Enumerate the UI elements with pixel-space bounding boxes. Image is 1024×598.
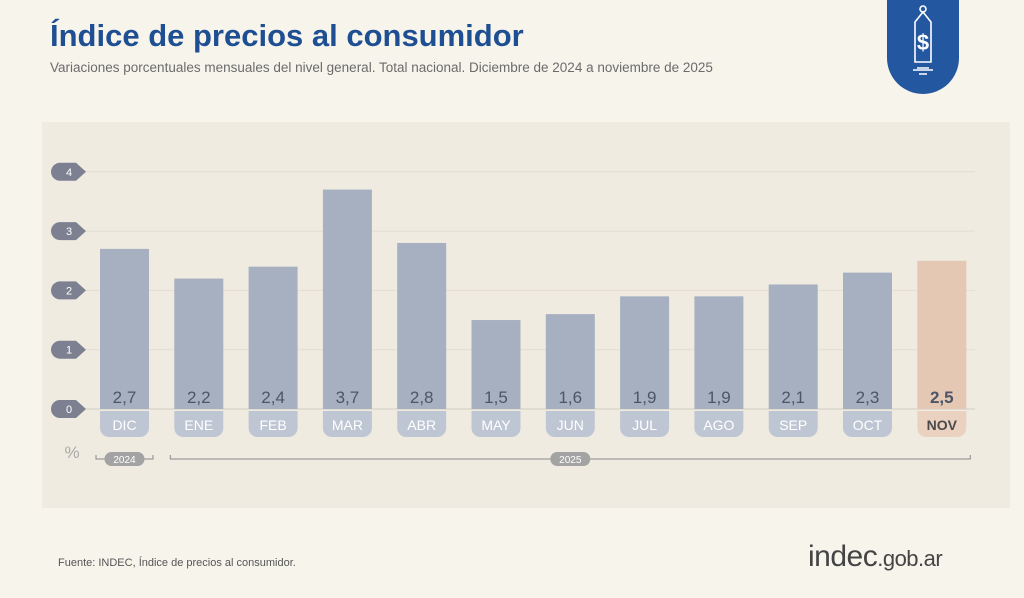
logo-suffix: .gob.ar <box>877 546 943 571</box>
month-pill <box>545 411 595 437</box>
value-label: 1,6 <box>558 388 582 407</box>
month-label: ABR <box>407 417 436 433</box>
bar-ago <box>694 296 744 409</box>
year-label: 2025 <box>559 455 582 466</box>
month-label: JUL <box>632 417 657 433</box>
logo-main: indec <box>808 540 878 573</box>
value-label: 2,8 <box>410 388 434 407</box>
y-tick-marker <box>51 340 86 359</box>
value-label: 2,1 <box>781 388 805 407</box>
price-tag-badge: $ <box>887 0 959 94</box>
bar-feb <box>248 266 298 409</box>
month-pill <box>768 411 818 437</box>
value-label: 2,3 <box>856 388 880 407</box>
month-pill <box>471 411 521 437</box>
bar-may <box>471 320 521 409</box>
month-label: SEP <box>779 417 807 433</box>
value-label: 2,5 <box>930 388 954 407</box>
month-pill <box>397 411 447 437</box>
month-pill <box>322 411 372 437</box>
month-label: FEB <box>259 417 286 433</box>
year-pill <box>550 452 591 466</box>
value-label: 2,4 <box>261 388 285 407</box>
bar-oct <box>843 272 892 409</box>
month-label: OCT <box>853 417 883 433</box>
bar-sep <box>768 284 818 409</box>
y-tick-label: 2 <box>66 285 72 297</box>
y-tick-label: 1 <box>66 345 72 357</box>
month-label: AGO <box>703 417 734 433</box>
month-label: MAR <box>332 417 363 433</box>
source-note: Fuente: INDEC, Índice de precios al cons… <box>58 557 296 569</box>
bar-dic <box>100 248 149 409</box>
bar-mar <box>322 189 372 409</box>
y-tick-label: 3 <box>66 226 72 238</box>
year-label: 2024 <box>113 455 136 466</box>
value-label: 3,7 <box>336 388 360 407</box>
month-label: NOV <box>927 417 958 433</box>
svg-text:$: $ <box>917 30 929 55</box>
value-label: 2,7 <box>113 388 137 407</box>
y-tick-marker <box>51 222 86 241</box>
month-pill <box>917 411 967 437</box>
bar-jun <box>545 314 595 409</box>
indec-logo: indec.gob.ar <box>808 540 943 574</box>
month-pill <box>100 411 149 437</box>
month-pill <box>694 411 744 437</box>
page-title: Índice de precios al consumidor <box>50 18 524 53</box>
page-subtitle: Variaciones porcentuales mensuales del n… <box>50 60 713 75</box>
month-pill <box>620 411 670 437</box>
month-pill <box>248 411 298 437</box>
bar-jul <box>620 296 670 409</box>
bar-abr <box>397 242 447 409</box>
y-tick-marker <box>51 281 86 300</box>
month-label: ENE <box>184 417 213 433</box>
bar-nov <box>917 260 967 409</box>
value-label: 2,2 <box>187 388 211 407</box>
y-tick-label: 0 <box>66 404 72 416</box>
month-pill <box>174 411 224 437</box>
bar-ene <box>174 278 224 409</box>
value-label: 1,9 <box>633 388 657 407</box>
month-label: JUN <box>557 417 584 433</box>
month-label: DIC <box>112 417 136 433</box>
y-tick-marker <box>51 162 86 181</box>
y-tick-marker <box>51 400 86 418</box>
month-label: MAY <box>481 417 511 433</box>
month-pill <box>843 411 892 437</box>
value-label: 1,5 <box>484 388 508 407</box>
year-pill <box>104 452 145 466</box>
y-axis-unit: % <box>64 443 79 462</box>
price-tag-icon: $ <box>913 5 933 75</box>
value-label: 1,9 <box>707 388 731 407</box>
y-tick-label: 4 <box>66 167 72 179</box>
